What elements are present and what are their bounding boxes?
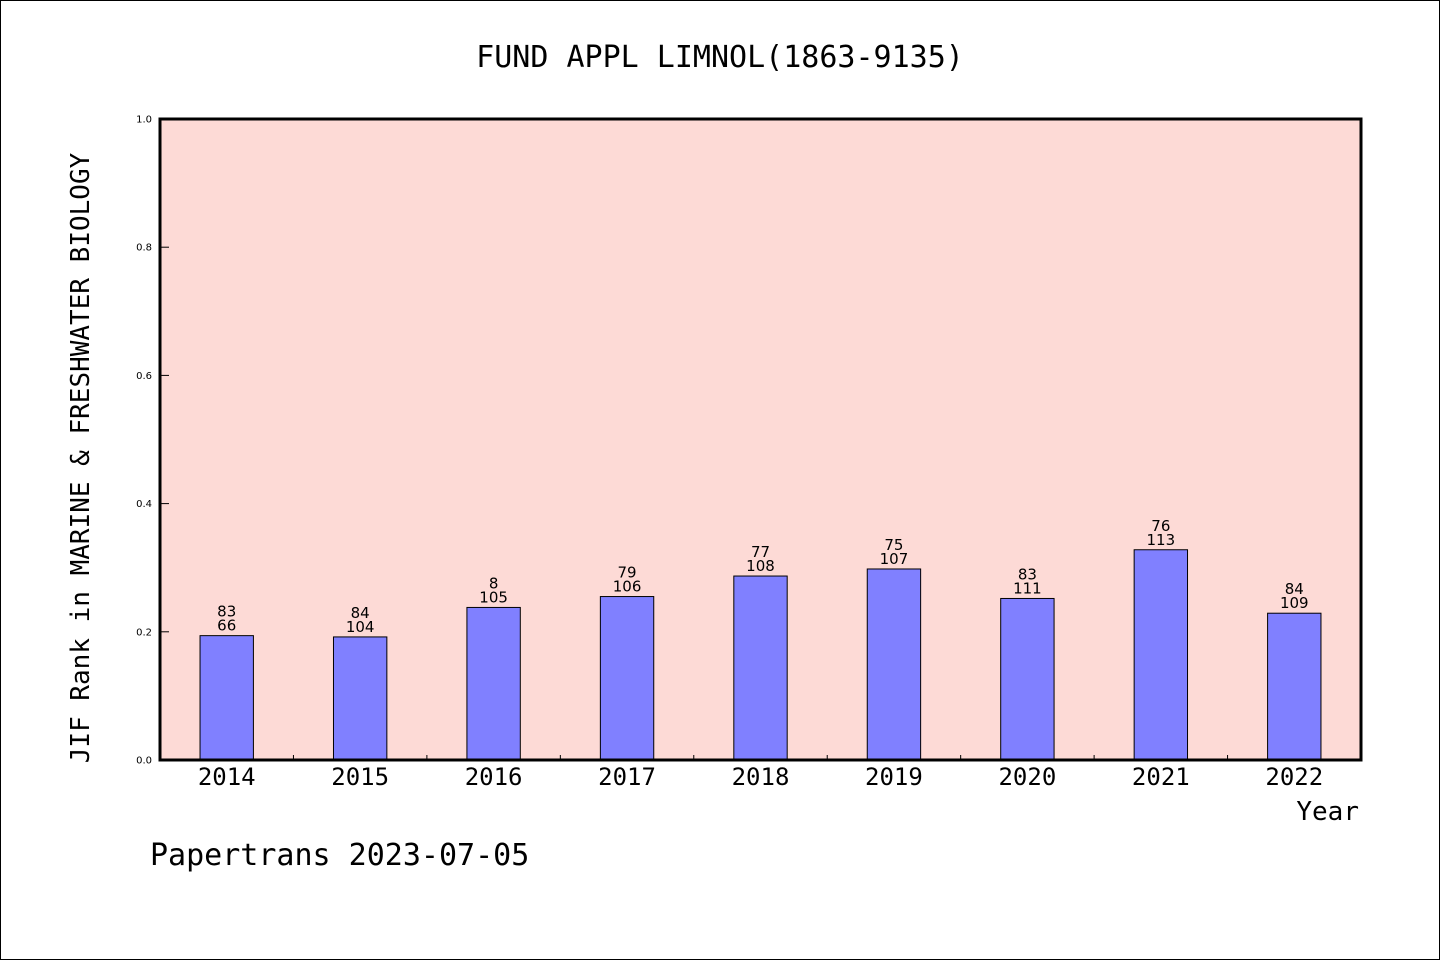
bar-2022 <box>1267 612 1322 761</box>
y-tick-label-0.6: 0.6 <box>136 371 152 382</box>
x-tick-label-2014: 2014 <box>198 763 256 791</box>
x-tick-label-2022: 2022 <box>1265 763 1323 791</box>
bar-2018 <box>733 575 788 761</box>
y-axis-label: JIF Rank in MARINE & FRESHWATER BIOLOGY <box>66 152 96 763</box>
data-label-top-2014: 83 <box>217 603 236 621</box>
data-label-top-2020: 83 <box>1018 565 1037 583</box>
data-label-top-2021: 76 <box>1151 517 1170 535</box>
data-labels-layer: 8366841048105791067710875107831117611384… <box>217 517 1308 636</box>
x-tick-label-2018: 2018 <box>732 763 790 791</box>
y-tick-label-0.0: 0.0 <box>136 756 152 767</box>
data-label-top-2016: 8 <box>489 574 499 592</box>
y-tick-label-0.4: 0.4 <box>136 499 152 510</box>
data-label-bottom-2014: 66 <box>217 617 236 635</box>
x-tick-label-2021: 2021 <box>1132 763 1190 791</box>
data-label-top-2022: 84 <box>1285 580 1304 598</box>
data-label-bottom-2016: 105 <box>479 588 508 606</box>
bar-2016 <box>466 606 521 761</box>
data-label-top-2017: 79 <box>618 564 637 582</box>
data-label-bottom-2017: 106 <box>613 578 642 596</box>
x-tick-label-2016: 2016 <box>465 763 523 791</box>
bars-layer <box>199 549 1322 761</box>
bar-2014 <box>199 635 254 761</box>
data-label-top-2018: 77 <box>751 543 770 561</box>
bar-2015 <box>332 636 388 761</box>
x-tick-label-2017: 2017 <box>598 763 656 791</box>
data-label-top-2015: 84 <box>351 604 370 622</box>
x-tick-label-2020: 2020 <box>998 763 1056 791</box>
x-tick-label-2015: 2015 <box>331 763 389 791</box>
data-label-bottom-2020: 111 <box>1013 579 1042 597</box>
y-tick-label-1.0: 1.0 <box>136 115 152 126</box>
x-axis-label: Year <box>1296 797 1359 827</box>
x-axis: 2014 2015 2016 2017 2018 2019 2020 2021 2022 <box>198 755 1323 791</box>
data-label-bottom-2015: 104 <box>346 618 375 636</box>
plot-border <box>158 117 1363 762</box>
y-tick-label-0.8: 0.8 <box>136 243 152 254</box>
data-label-bottom-2018: 108 <box>746 557 775 575</box>
data-label-bottom-2022: 109 <box>1280 594 1309 612</box>
bar-2019 <box>866 568 922 761</box>
data-label-bottom-2021: 113 <box>1147 531 1176 549</box>
chart-title: FUND APPL LIMNOL(1863-9135) <box>476 40 964 75</box>
data-label-top-2019: 75 <box>884 536 903 554</box>
bar-2021 <box>1133 549 1189 761</box>
x-tick-label-2019: 2019 <box>865 763 923 791</box>
bar-2017 <box>599 596 655 761</box>
y-tick-label-0.2: 0.2 <box>136 627 152 638</box>
footer-credit: Papertrans 2023-07-05 <box>150 838 529 873</box>
bar-2020 <box>1000 597 1055 761</box>
data-label-bottom-2019: 107 <box>880 550 909 568</box>
